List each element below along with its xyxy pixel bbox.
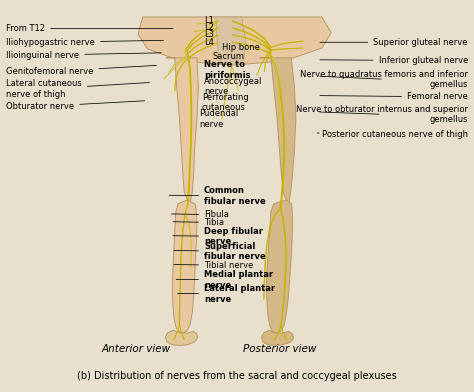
Polygon shape (262, 330, 293, 345)
Text: Posterior cutaneous nerve of thigh: Posterior cutaneous nerve of thigh (317, 130, 468, 139)
Text: Ilioinguinal nerve: Ilioinguinal nerve (6, 51, 161, 60)
Polygon shape (138, 17, 331, 64)
Text: L2: L2 (204, 24, 214, 33)
Polygon shape (260, 58, 296, 204)
Text: Superior gluteal nerve: Superior gluteal nerve (320, 38, 468, 47)
Text: Anterior view: Anterior view (101, 343, 170, 354)
Text: (b) Distribution of nerves from the sacral and coccygeal plexuses: (b) Distribution of nerves from the sacr… (77, 371, 397, 381)
Text: Superficial
fibular nerve: Superficial fibular nerve (174, 241, 266, 261)
Text: Lateral cutaneous
nerve of thigh: Lateral cutaneous nerve of thigh (6, 79, 149, 99)
Text: L4: L4 (204, 38, 214, 47)
Text: Hip bone: Hip bone (222, 43, 260, 52)
Text: Pudendal
nerve: Pudendal nerve (199, 109, 238, 129)
Text: Nerve to obturator internus and superior
gemellus: Nerve to obturator internus and superior… (296, 105, 468, 124)
Text: Nerve to
piriformis: Nerve to piriformis (204, 60, 251, 80)
Text: L1: L1 (204, 16, 214, 25)
Polygon shape (165, 330, 197, 345)
Text: From T12: From T12 (6, 24, 173, 33)
Text: Anococcygeal
nerve: Anococcygeal nerve (204, 76, 263, 96)
Text: Tibia: Tibia (173, 218, 224, 227)
Text: Lateral plantar
nerve: Lateral plantar nerve (178, 284, 275, 304)
Polygon shape (166, 58, 198, 205)
Text: Posterior view: Posterior view (243, 343, 316, 354)
Text: L3: L3 (204, 30, 214, 39)
Polygon shape (266, 200, 292, 333)
Text: Inferior gluteal nerve: Inferior gluteal nerve (320, 56, 468, 65)
Text: Deep fibular
nerve: Deep fibular nerve (173, 227, 263, 246)
Text: Iliohypogastric nerve: Iliohypogastric nerve (6, 38, 164, 47)
Text: Obturator nerve: Obturator nerve (6, 101, 145, 111)
Text: Nerve to quadratus femoris and inferior
gemellus: Nerve to quadratus femoris and inferior … (300, 69, 468, 89)
Text: Common
fibular nerve: Common fibular nerve (169, 186, 266, 206)
Text: Perforating
cutaneous: Perforating cutaneous (201, 93, 248, 112)
Text: Genitofemoral nerve: Genitofemoral nerve (6, 65, 156, 76)
Polygon shape (216, 17, 246, 65)
Text: Tibial nerve: Tibial nerve (174, 261, 254, 270)
Text: Fibula: Fibula (172, 210, 229, 219)
Polygon shape (173, 200, 197, 333)
Text: Medial plantar
nerve: Medial plantar nerve (176, 270, 273, 290)
Text: Sacrum: Sacrum (212, 52, 245, 61)
Text: Femoral nerve: Femoral nerve (320, 92, 468, 101)
